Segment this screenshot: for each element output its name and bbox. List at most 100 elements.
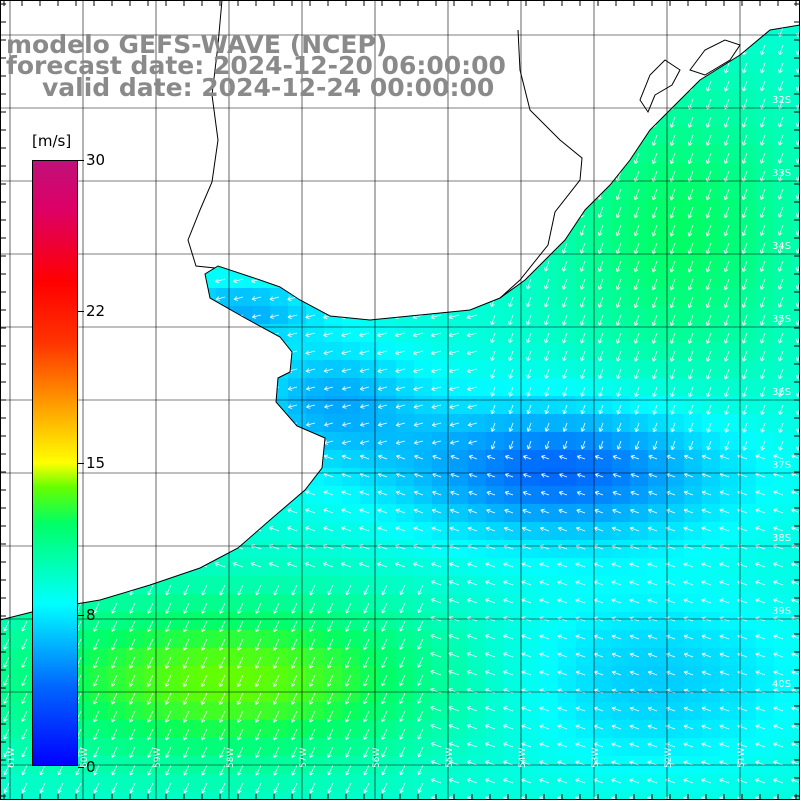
wind-speed-cell xyxy=(486,468,505,487)
wind-speed-cell xyxy=(162,612,181,631)
wind-speed-cell xyxy=(576,630,595,649)
wind-speed-cell xyxy=(756,126,775,145)
wind-arrow xyxy=(755,724,766,730)
wind-arrow xyxy=(760,134,766,146)
wind-speed-cell xyxy=(648,684,667,703)
wind-speed-cell xyxy=(540,684,559,703)
wind-speed-cell xyxy=(558,270,577,289)
wind-arrow xyxy=(468,472,478,478)
wind-speed-cell xyxy=(378,576,397,595)
wind-speed-cell xyxy=(216,630,235,649)
wind-arrow xyxy=(705,134,712,147)
wind-arrow xyxy=(359,490,370,496)
wind-arrow xyxy=(594,490,604,496)
wind-speed-cell xyxy=(450,504,469,523)
wind-arrow xyxy=(21,782,28,794)
wind-arrow xyxy=(557,634,568,640)
wind-arrow xyxy=(539,598,550,604)
wind-arrow xyxy=(741,260,748,273)
wind-speed-cell xyxy=(450,396,469,415)
wind-speed-cell xyxy=(612,324,631,343)
wind-arrow xyxy=(251,296,262,301)
wind-arrow xyxy=(93,620,100,632)
wind-speed-cell xyxy=(792,180,800,199)
wind-arrow xyxy=(701,598,712,604)
wind-arrow xyxy=(128,692,136,705)
wind-speed-cell xyxy=(756,756,775,775)
wind-speed-cell xyxy=(432,432,451,451)
wind-speed-cell xyxy=(468,720,487,739)
wind-speed-cell xyxy=(684,468,703,487)
wind-speed-cell xyxy=(630,738,649,757)
wind-arrow xyxy=(485,526,496,532)
wind-speed-cell xyxy=(684,360,703,379)
wind-speed-cell xyxy=(216,270,235,289)
wind-arrow xyxy=(773,670,784,676)
wind-arrow xyxy=(417,584,424,596)
wind-speed-cell xyxy=(486,648,505,667)
wind-arrow xyxy=(651,206,658,219)
wind-speed-cell xyxy=(702,684,721,703)
wind-speed-cell xyxy=(738,630,757,649)
wind-speed-cell xyxy=(612,252,631,271)
wind-speed-cell xyxy=(702,144,721,163)
wind-arrow xyxy=(522,491,532,496)
lat-label: 33S xyxy=(772,168,791,179)
wind-speed-cell xyxy=(792,504,800,523)
wind-arrow xyxy=(183,620,190,633)
wind-speed-cell xyxy=(504,396,523,415)
wind-speed-cell xyxy=(666,594,685,613)
wind-speed-cell xyxy=(54,774,73,793)
wind-arrow xyxy=(742,440,748,451)
wind-arrow xyxy=(381,656,388,669)
wind-arrow xyxy=(706,422,712,433)
wind-speed-cell xyxy=(306,630,325,649)
wind-arrow xyxy=(737,598,748,604)
wind-arrow xyxy=(755,454,766,460)
wind-speed-cell xyxy=(594,648,613,667)
wind-arrow xyxy=(557,652,568,658)
wind-speed-cell xyxy=(414,594,433,613)
wind-arrow xyxy=(778,296,784,308)
colorbar-tick-22: 22 xyxy=(77,302,106,320)
wind-arrow xyxy=(683,454,694,460)
wind-speed-cell xyxy=(648,288,667,307)
wind-arrow xyxy=(327,782,334,794)
wind-speed-cell xyxy=(612,396,631,415)
wind-arrow xyxy=(484,652,496,658)
wind-speed-cell xyxy=(720,162,739,181)
wind-arrow xyxy=(448,332,460,338)
wind-speed-cell xyxy=(90,774,109,793)
wind-arrow xyxy=(502,778,514,784)
wind-speed-cell xyxy=(342,468,361,487)
wind-speed-cell xyxy=(252,738,271,757)
lon-label: 61W xyxy=(7,748,17,768)
wind-arrow xyxy=(778,62,784,74)
wind-arrow xyxy=(345,692,352,705)
lat-label: 36S xyxy=(772,387,791,398)
wind-speed-cell xyxy=(360,558,379,577)
wind-speed-cell xyxy=(324,378,343,397)
wind-arrow xyxy=(611,670,622,676)
wind-arrow xyxy=(363,602,370,614)
wind-arrow xyxy=(647,670,658,676)
wind-speed-cell xyxy=(180,666,199,685)
wind-speed-cell xyxy=(720,738,739,757)
wind-speed-cell xyxy=(378,774,397,793)
wind-speed-cell xyxy=(774,90,793,109)
wind-speed-cell xyxy=(738,162,757,181)
wind-arrow xyxy=(306,422,316,427)
wind-speed-cell xyxy=(630,558,649,577)
wind-speed-cell xyxy=(432,540,451,559)
wind-speed-cell xyxy=(774,486,793,505)
wind-arrow xyxy=(250,562,262,568)
wind-speed-cell xyxy=(630,342,649,361)
wind-speed-cell xyxy=(612,306,631,325)
wind-arrow xyxy=(670,440,676,451)
wind-arrow xyxy=(634,386,640,398)
wind-speed-cell xyxy=(720,324,739,343)
wind-speed-cell xyxy=(774,216,793,235)
wind-speed-cell xyxy=(522,486,541,505)
wind-speed-cell xyxy=(126,702,145,721)
wind-speed-cell xyxy=(306,324,325,343)
